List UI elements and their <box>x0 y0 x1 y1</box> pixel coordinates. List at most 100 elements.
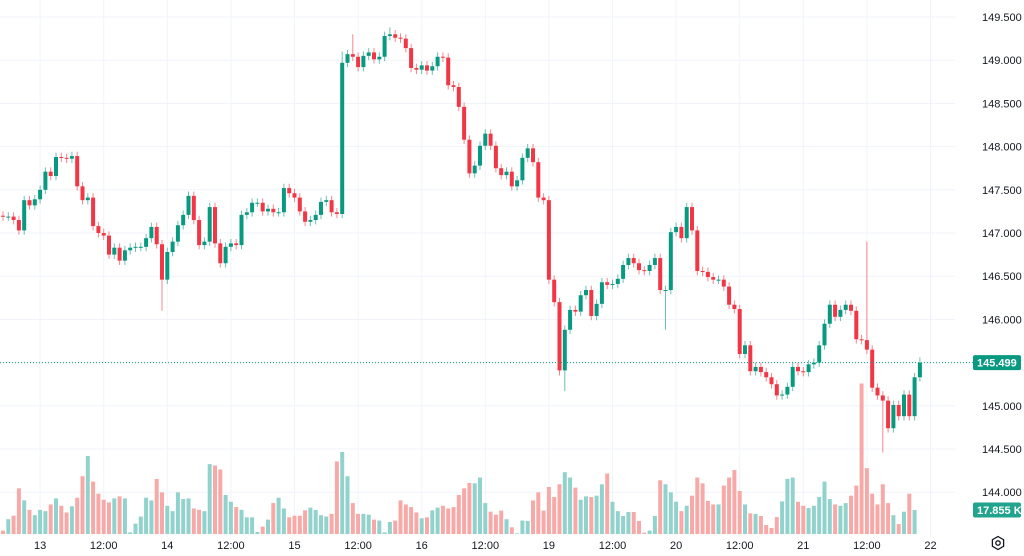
volume-bar <box>32 515 37 534</box>
candle-body <box>144 238 149 247</box>
candle <box>154 222 159 249</box>
y-tick-label: 145.000 <box>982 401 1022 413</box>
volume-bar <box>181 499 186 534</box>
candle <box>917 357 922 382</box>
volume-bar <box>674 501 679 534</box>
candle <box>902 390 906 421</box>
candle <box>181 210 186 230</box>
volume-bar <box>319 515 323 534</box>
volume-bar <box>334 461 339 534</box>
candle <box>107 231 111 259</box>
candle <box>806 360 811 377</box>
volume-bar <box>584 496 588 534</box>
candle <box>642 265 647 276</box>
settings-button[interactable] <box>990 535 1006 551</box>
volume-bar <box>16 488 21 534</box>
candle-body <box>774 384 779 396</box>
candle <box>350 34 355 62</box>
candle-body <box>525 148 530 158</box>
volume-bar <box>711 504 716 534</box>
candle <box>80 182 85 205</box>
x-tick-label: 12:00 <box>472 540 500 551</box>
candle-body <box>637 263 641 271</box>
volume-bar <box>144 497 149 534</box>
volume-bar <box>525 520 530 534</box>
volume-bar <box>430 510 435 534</box>
candle-body <box>902 394 906 417</box>
candle <box>695 226 700 276</box>
candle-body <box>133 246 138 248</box>
volume-bar <box>250 517 255 534</box>
candle-body <box>91 197 96 227</box>
candle-body <box>165 252 170 280</box>
candle <box>578 290 583 316</box>
volume-bar <box>668 492 673 534</box>
candle-body <box>642 270 647 272</box>
candle <box>43 167 48 195</box>
candle <box>690 202 694 235</box>
price-axis[interactable]: 149.500 149.000 148.500 148.000 147.500 147.0… <box>982 12 1022 499</box>
y-tick-label: 146.000 <box>982 314 1022 326</box>
volume-bar <box>154 478 159 534</box>
candle <box>658 253 663 295</box>
candle <box>207 202 212 246</box>
candle-body <box>562 329 567 371</box>
volume-bar <box>854 485 859 534</box>
candle-body <box>22 200 27 231</box>
candle <box>138 242 143 252</box>
candle-body <box>239 214 244 246</box>
y-tick-label: 149.000 <box>982 55 1022 67</box>
volume-bar <box>91 481 96 534</box>
volume-bar <box>69 506 74 534</box>
candle-body <box>419 65 424 70</box>
volume-bar <box>531 500 535 534</box>
volume-bar <box>202 511 207 534</box>
volume-bar <box>499 510 504 534</box>
candle-body <box>191 195 196 221</box>
volume-bar <box>112 498 117 534</box>
volume-bar <box>743 504 747 534</box>
candle <box>303 207 308 227</box>
candle <box>668 227 673 295</box>
candle-body <box>250 202 255 213</box>
candle <box>144 233 149 252</box>
volume-bar <box>467 482 472 534</box>
volume-bar <box>451 507 456 534</box>
candle <box>509 167 514 191</box>
candle-body <box>520 157 525 181</box>
candle-body <box>796 366 800 372</box>
candle-body <box>170 241 175 253</box>
candle <box>674 222 679 237</box>
candle-body <box>700 271 705 273</box>
candle <box>515 175 520 191</box>
candle <box>38 185 43 204</box>
candle-body <box>403 38 408 49</box>
candle <box>409 43 414 73</box>
volume-bar <box>758 515 763 534</box>
candle <box>764 367 769 382</box>
volume-bar <box>287 517 292 534</box>
volume-bar <box>313 509 318 534</box>
volume-bar <box>372 519 376 534</box>
candle-body <box>875 387 880 396</box>
candle-body <box>75 156 80 187</box>
candle <box>472 161 477 178</box>
candle <box>589 285 594 321</box>
volume-bar <box>536 492 541 534</box>
last-price-label: 145.499 <box>977 358 1017 370</box>
candle <box>727 282 732 310</box>
candle-body <box>398 37 403 39</box>
candle-body <box>886 400 891 429</box>
candle <box>637 258 641 275</box>
volume-bar <box>96 493 101 534</box>
candle <box>228 239 233 252</box>
volume-bar <box>425 517 429 534</box>
time-axis[interactable]: 13 12:00 14 12:00 15 12:00 16 12:00 19 12:00 20 12:… <box>34 540 937 551</box>
candle <box>101 228 106 240</box>
candle-body <box>234 243 239 246</box>
candle-body <box>340 62 345 214</box>
volume-bar <box>705 500 710 534</box>
candle-body <box>705 271 710 278</box>
candle <box>621 260 626 284</box>
